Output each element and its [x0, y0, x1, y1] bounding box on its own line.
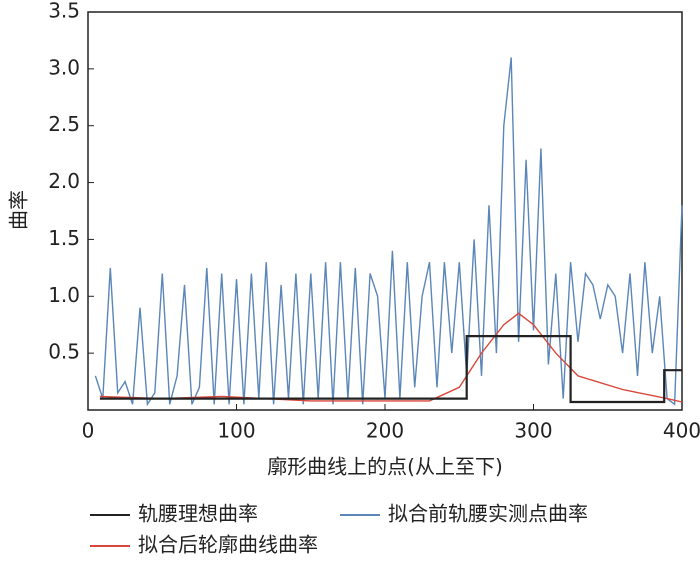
- x-axis-label: 廓形曲线上的点(从上至下): [267, 455, 503, 479]
- y-tick-label: 0.5: [48, 340, 80, 364]
- series-line: [94, 57, 683, 407]
- x-tick-label: 400: [663, 419, 700, 443]
- plot-frame: [87, 11, 683, 411]
- x-tick-label: 200: [366, 419, 404, 443]
- legend-label: 拟合后轮廓曲线曲率: [138, 533, 318, 557]
- legend-label: 拟合前轨腰实测点曲率: [388, 502, 588, 526]
- x-tick-label: 300: [514, 419, 552, 443]
- y-tick-label: 1.5: [48, 226, 80, 250]
- x-tick-label: 100: [217, 419, 255, 443]
- x-tick-label: 0: [82, 419, 95, 443]
- y-tick-label: 2.0: [48, 169, 80, 193]
- y-axis-label: 曲率: [7, 190, 31, 230]
- y-tick-label: 3.5: [48, 0, 80, 23]
- y-tick-label: 3.0: [48, 55, 80, 79]
- series-line: [99, 335, 682, 404]
- y-tick-label: 1.0: [48, 283, 80, 307]
- legend-label: 轨腰理想曲率: [138, 502, 258, 526]
- y-tick-label: 2.5: [48, 112, 80, 136]
